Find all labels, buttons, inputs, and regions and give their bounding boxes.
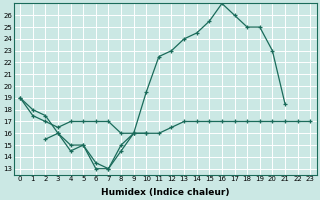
X-axis label: Humidex (Indice chaleur): Humidex (Indice chaleur) bbox=[101, 188, 229, 197]
